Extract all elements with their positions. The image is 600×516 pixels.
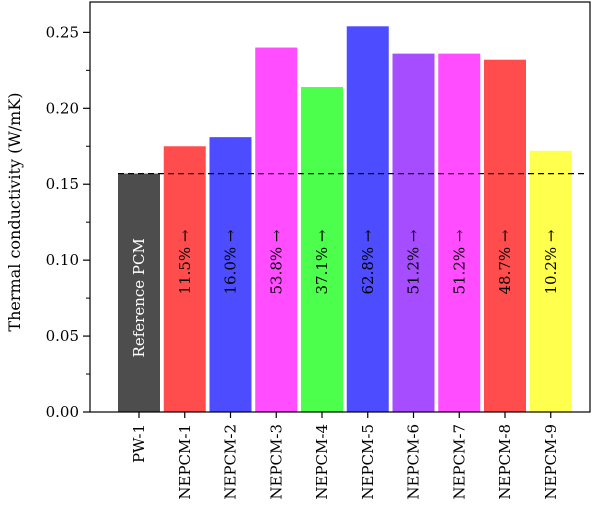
y-tick-label: 0.25	[46, 23, 79, 41]
y-axis-label: Thermal conductivity (W/mK)	[5, 92, 24, 331]
bar-label-percent: 10.2% →	[542, 229, 560, 294]
bar-label-percent: 48.7% →	[496, 229, 514, 294]
bar-label-percent: 62.8% →	[359, 229, 377, 294]
x-tick-label: NEPCM-3	[267, 424, 285, 500]
x-tick-label: NEPCM-8	[496, 424, 514, 500]
x-tick-label: NEPCM-7	[450, 424, 468, 500]
y-tick-label: 0.00	[46, 403, 79, 421]
bar-label-percent: 37.1% →	[313, 229, 331, 294]
bars-group	[118, 26, 572, 413]
bar-label-percent: 51.2% →	[405, 229, 423, 294]
bar-nepcm-6	[392, 53, 435, 412]
bar-pw-1	[118, 173, 160, 412]
bar-nepcm-2	[209, 137, 252, 413]
bar-label-percent: 11.5% →	[176, 229, 194, 294]
bar-nepcm-4	[301, 87, 343, 412]
y-axis: 0.00 0.05 0.10 0.15 0.20 0.25	[46, 23, 90, 421]
bar-label-percent: 16.0% →	[222, 229, 240, 294]
bar-nepcm-5	[346, 26, 389, 413]
bar-nepcm-8	[484, 59, 526, 412]
x-tick-label: NEPCM-5	[359, 424, 377, 500]
bar-nepcm-9	[529, 150, 572, 412]
x-tick-label: NEPCM-2	[222, 424, 240, 500]
bar-label-percent: 51.2% →	[450, 229, 468, 294]
x-tick-label: PW-1	[130, 424, 148, 463]
plot-frame	[89, 1, 591, 413]
y-tick-label: 0.20	[46, 99, 79, 117]
bar-nepcm-1	[163, 146, 206, 412]
bar-labels-group: Reference PCM 11.5% → 16.0% → 53.8% → 37.1% …	[130, 229, 560, 357]
bar-nepcm-3	[255, 47, 298, 413]
x-tick-label: NEPCM-4	[313, 424, 331, 500]
bar-label-percent: 53.8% →	[267, 229, 285, 294]
y-tick-label: 0.15	[46, 175, 79, 193]
x-tick-label: NEPCM-1	[176, 424, 194, 500]
bar-nepcm-7	[438, 53, 481, 412]
x-axis: PW-1 NEPCM-1 NEPCM-2 NEPCM-3 NEPCM-4 NEPCM-5 N…	[130, 412, 560, 500]
bar-label-reference: Reference PCM	[130, 238, 148, 357]
y-tick-label: 0.10	[46, 251, 79, 269]
x-tick-label: NEPCM-9	[542, 424, 560, 500]
y-tick-label: 0.05	[46, 327, 79, 345]
x-tick-label: NEPCM-6	[405, 424, 423, 500]
